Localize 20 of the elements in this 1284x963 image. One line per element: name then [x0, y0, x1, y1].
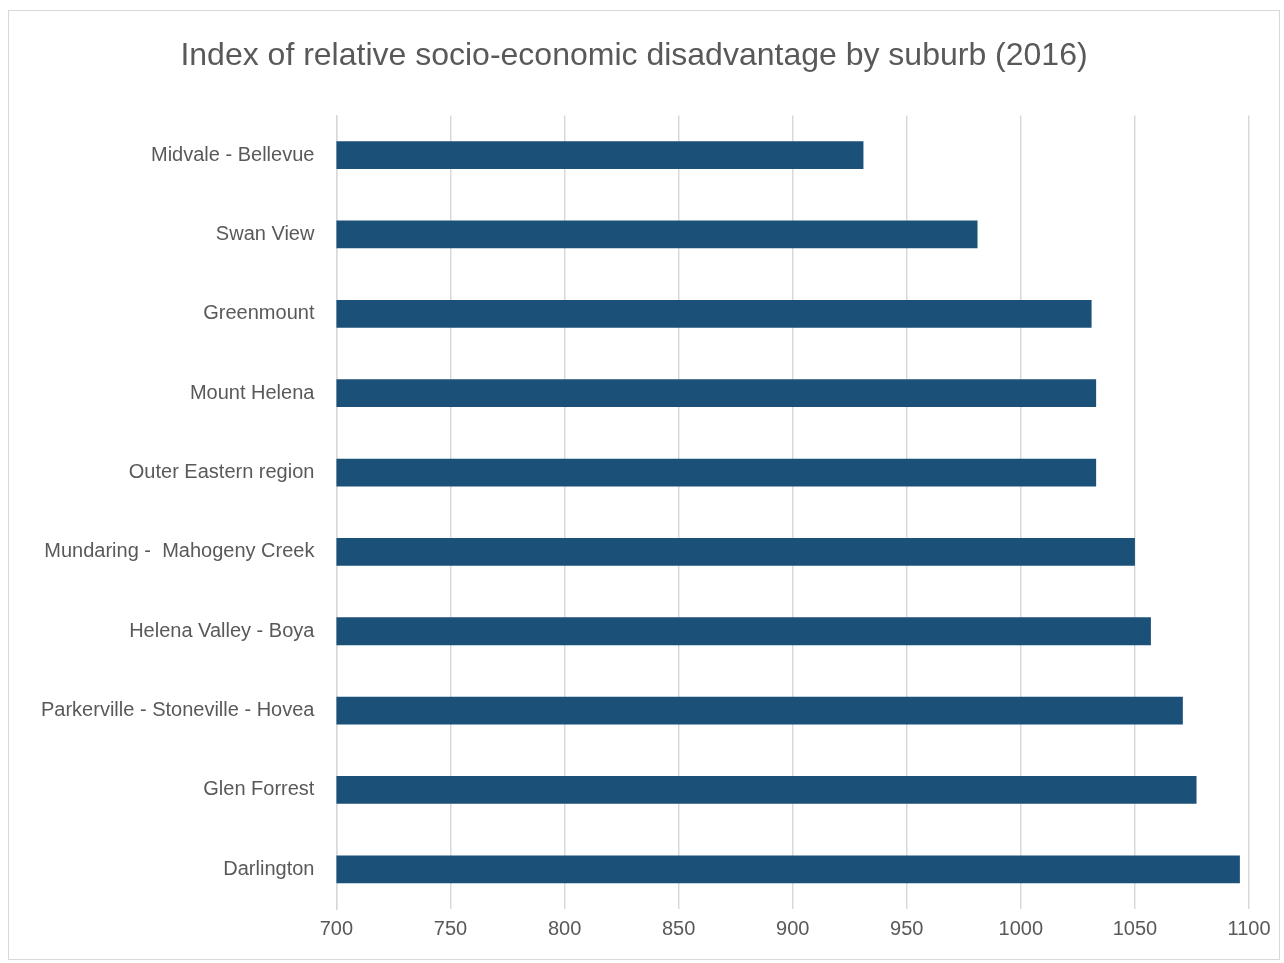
y-tick-label: Greenmount — [203, 301, 315, 324]
y-tick-label: Helena Valley - Boya — [129, 618, 316, 641]
y-tick-label: Glen Forrest — [203, 777, 315, 800]
x-tick-label: 900 — [776, 916, 810, 939]
y-tick-label: Darlington — [223, 856, 315, 879]
x-tick-label: 800 — [547, 916, 582, 939]
y-tick-label: Mount Helena — [189, 380, 316, 403]
x-tick-label: 700 — [319, 916, 354, 939]
y-tick-label: Mundaring - Mahogeny Creek — [44, 539, 316, 562]
y-tick-label: Outer Eastern region — [128, 460, 315, 483]
x-tick-label: 1100 — [1227, 916, 1271, 939]
x-tick-label: 950 — [890, 916, 924, 939]
x-tick-label: 750 — [433, 916, 468, 939]
x-tick-label: 1050 — [1112, 916, 1158, 939]
x-tick-label: 1000 — [998, 916, 1044, 939]
y-tick-label: Parkerville - Stoneville - Hovea — [41, 698, 316, 721]
chart-title: Index of relative socio-economic disadvantage by suburb (2016) — [180, 36, 1088, 73]
x-tick-label: 850 — [661, 916, 696, 939]
y-tick-label: Midvale - Bellevue — [151, 142, 315, 165]
y-tick-label: Swan View — [215, 221, 315, 244]
